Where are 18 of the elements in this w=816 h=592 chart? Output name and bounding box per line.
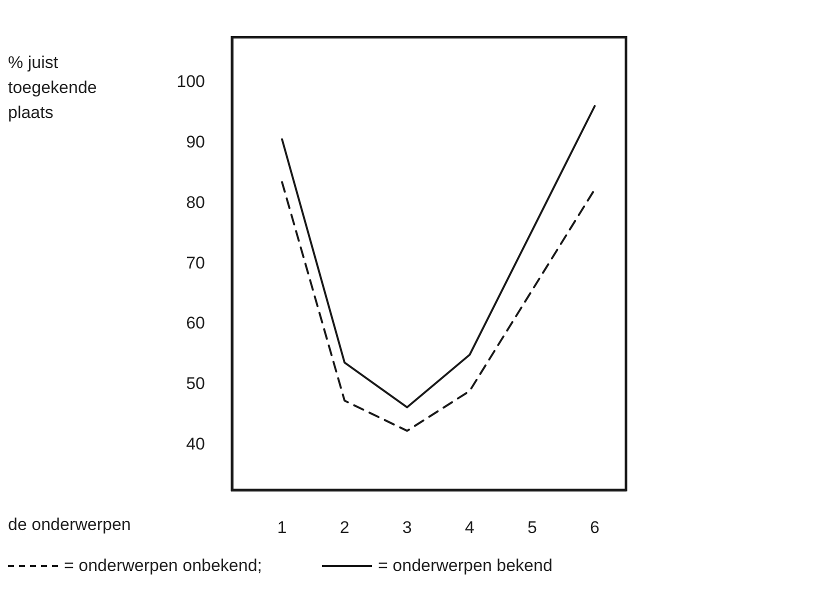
y-tick-label: 40	[186, 434, 205, 454]
x-tick-label: 4	[464, 518, 474, 537]
x-axis-title: de onderwerpen	[8, 515, 131, 535]
y-tick-label: 60	[186, 314, 205, 333]
y-tick-label: 70	[186, 253, 205, 272]
x-tick-label: 3	[402, 518, 412, 537]
y-tick-label: 80	[186, 192, 205, 212]
line-series	[281, 181, 596, 432]
y-tick-label: 100	[176, 72, 205, 92]
legend-label: = onderwerpen onbekend;	[64, 556, 262, 576]
x-tick-label: 6	[590, 518, 600, 537]
x-tick-label: 5	[527, 518, 537, 537]
y-axis-title: % juist toegekende plaats	[8, 52, 98, 124]
x-tick-label: 2	[340, 518, 350, 537]
y-tick-label: 50	[186, 374, 205, 394]
y-tick-label: 90	[186, 132, 205, 152]
x-tick-label: 1	[277, 518, 287, 537]
legend-label: = onderwerpen bekend	[378, 556, 552, 576]
